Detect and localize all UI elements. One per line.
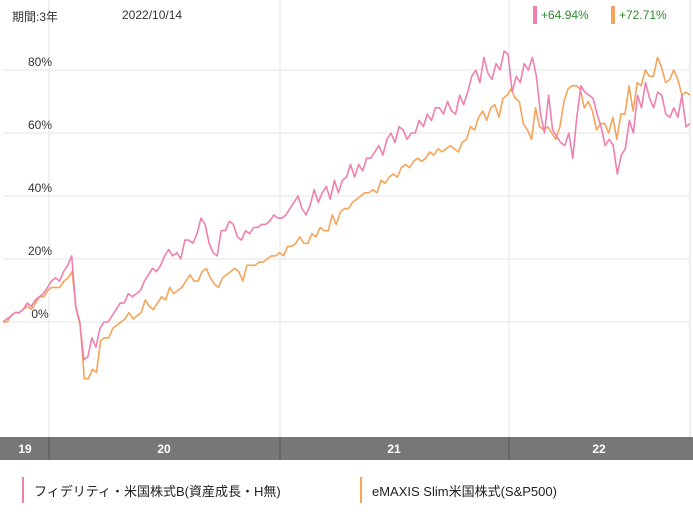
performance-chart: 0% 20% 40% 60% 80% 19 20 21 22 — [0, 0, 693, 460]
y-tick-label: 0% — [31, 307, 49, 321]
x-tick-label: 21 — [387, 442, 401, 456]
legend-label: eMAXIS Slim米国株式(S&P500) — [372, 483, 557, 499]
badge-color-swatch — [611, 6, 615, 24]
series-line — [2, 50, 691, 361]
period-label: 期間:3年 — [12, 10, 59, 24]
y-tick-label: 20% — [28, 244, 52, 258]
legend-item-fidelity: フィデリティ・米国株式B(資産成長・H無) — [22, 477, 281, 503]
legend-swatch — [360, 477, 362, 503]
badge-color-swatch — [533, 6, 537, 24]
date-label: 2022/10/14 — [122, 8, 183, 22]
y-tick-label: 80% — [28, 55, 52, 69]
y-tick-label: 40% — [28, 181, 52, 195]
x-tick-label: 19 — [18, 442, 32, 456]
x-tick-label: 22 — [592, 442, 606, 456]
return-value: +64.94% — [541, 8, 589, 22]
x-tick-label: 20 — [157, 442, 171, 456]
return-badge-fidelity: +64.94% — [533, 6, 589, 24]
grid-lines — [3, 0, 691, 437]
legend-label: フィデリティ・米国株式B(資産成長・H無) — [34, 483, 281, 499]
y-tick-label: 60% — [28, 118, 52, 132]
legend-item-emaxis: eMAXIS Slim米国株式(S&P500) — [360, 477, 557, 503]
return-badge-emaxis: +72.71% — [611, 6, 667, 24]
plot-background — [0, 0, 693, 437]
x-axis-background — [0, 437, 693, 460]
return-value: +72.71% — [619, 8, 667, 22]
x-axis-band: 19 20 21 22 — [0, 437, 693, 460]
y-axis-labels: 0% 20% 40% 60% 80% — [28, 55, 52, 321]
legend: フィデリティ・米国株式B(資産成長・H無) eMAXIS Slim米国株式(S&… — [0, 470, 693, 510]
legend-swatch — [22, 477, 24, 503]
series-line — [3, 56, 691, 380]
series-lines — [2, 50, 691, 380]
